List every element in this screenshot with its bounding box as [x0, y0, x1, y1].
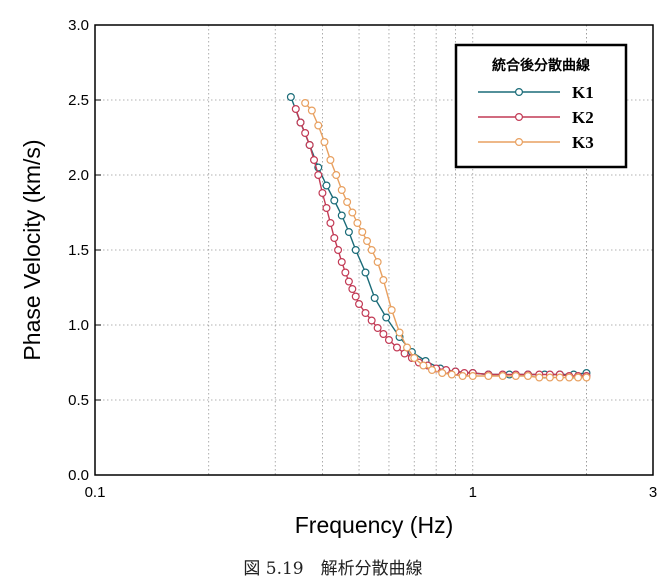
data-point [484, 372, 493, 381]
data-point [314, 121, 323, 130]
data-point [351, 292, 360, 301]
data-point [330, 196, 339, 205]
data-point [348, 285, 357, 294]
data-point [326, 219, 335, 228]
data-point [337, 211, 346, 220]
legend: 統合後分散曲線 K1 K2 K3 [454, 43, 628, 169]
data-point [322, 204, 331, 213]
data-point [296, 118, 305, 127]
data-point [358, 228, 367, 237]
y-tick-label: 1.5 [68, 242, 89, 259]
x-tick-label: 0.1 [85, 484, 106, 501]
data-point [373, 324, 382, 333]
data-point [334, 246, 343, 255]
data-point [305, 141, 314, 150]
y-tick-label: 2.0 [68, 167, 89, 184]
data-point [545, 373, 554, 382]
data-point [582, 373, 591, 382]
legend-label: K2 [572, 108, 594, 127]
data-point [286, 92, 295, 101]
data-point [392, 343, 401, 352]
series-layer [286, 92, 591, 382]
data-point [361, 268, 370, 277]
data-point [353, 219, 362, 228]
y-tick-label: 0.5 [68, 392, 89, 409]
data-point [363, 237, 372, 246]
legend-swatch-marker [514, 138, 523, 147]
y-tick-label: 1.0 [68, 317, 89, 334]
data-point [419, 361, 428, 370]
legend-entry-k3: K3 [478, 133, 594, 152]
data-point [555, 373, 564, 382]
data-point [326, 156, 335, 165]
data-point [523, 372, 532, 381]
data-point [379, 330, 388, 339]
data-point [337, 258, 346, 267]
data-point [344, 277, 353, 286]
data-point [322, 181, 331, 190]
data-point [351, 246, 360, 255]
data-point [403, 343, 412, 352]
data-point [318, 189, 327, 198]
figure-caption: 図 5.19 解析分散曲線 [243, 559, 423, 579]
dispersion-chart: 0.0 0.5 1.0 1.5 2.0 2.5 3.0 0.1 1 3 Frequency (Hz… [19, 17, 657, 538]
data-point [301, 129, 310, 138]
data-point [373, 258, 382, 267]
data-point [337, 186, 346, 195]
data-point [291, 104, 300, 113]
data-point [384, 336, 393, 345]
y-tick-label: 2.5 [68, 92, 89, 109]
axis-ticks: 0.0 0.5 1.0 1.5 2.0 2.5 3.0 0.1 1 3 [68, 17, 657, 501]
data-point [447, 370, 456, 379]
y-tick-label: 0.0 [68, 467, 89, 484]
data-point [307, 106, 316, 115]
legend-swatch-marker [514, 87, 523, 96]
data-point [367, 246, 376, 255]
data-point [382, 313, 391, 322]
data-point [301, 98, 310, 107]
data-point [468, 372, 477, 381]
data-point [387, 306, 396, 315]
data-point [395, 328, 404, 337]
y-tick-label: 3.0 [68, 17, 89, 34]
data-point [332, 171, 341, 180]
data-point [341, 268, 350, 277]
data-point [438, 369, 447, 378]
y-axis-title: Phase Velocity (km/s) [19, 139, 45, 360]
x-tick-label: 1 [469, 484, 477, 501]
data-point [574, 373, 583, 382]
legend-entry-k1: K1 [478, 83, 594, 102]
data-point [314, 171, 323, 180]
x-tick-label: 3 [649, 484, 657, 501]
legend-label: K3 [572, 133, 594, 152]
x-axis-title: Frequency (Hz) [295, 512, 453, 538]
data-point [348, 208, 357, 217]
data-point [410, 354, 419, 363]
data-point [565, 373, 574, 382]
series-k3 [301, 98, 591, 382]
legend-box [454, 43, 628, 169]
legend-label: K1 [572, 83, 594, 102]
data-point [343, 198, 352, 207]
data-point [361, 309, 370, 318]
data-point [330, 234, 339, 243]
data-point [310, 156, 319, 165]
data-point [344, 228, 353, 237]
data-point [367, 316, 376, 325]
data-point [498, 372, 507, 381]
data-point [511, 372, 520, 381]
data-point [535, 373, 544, 382]
data-point [379, 276, 388, 285]
legend-entries: K1 K2 K3 [478, 83, 594, 152]
data-point [370, 294, 379, 303]
legend-entry-k2: K2 [478, 108, 594, 127]
data-point [355, 300, 364, 309]
legend-swatch-marker [514, 112, 523, 121]
data-point [427, 366, 436, 375]
data-point [320, 138, 329, 147]
data-point [458, 372, 467, 381]
legend-title: 統合後分散曲線 [492, 57, 590, 74]
